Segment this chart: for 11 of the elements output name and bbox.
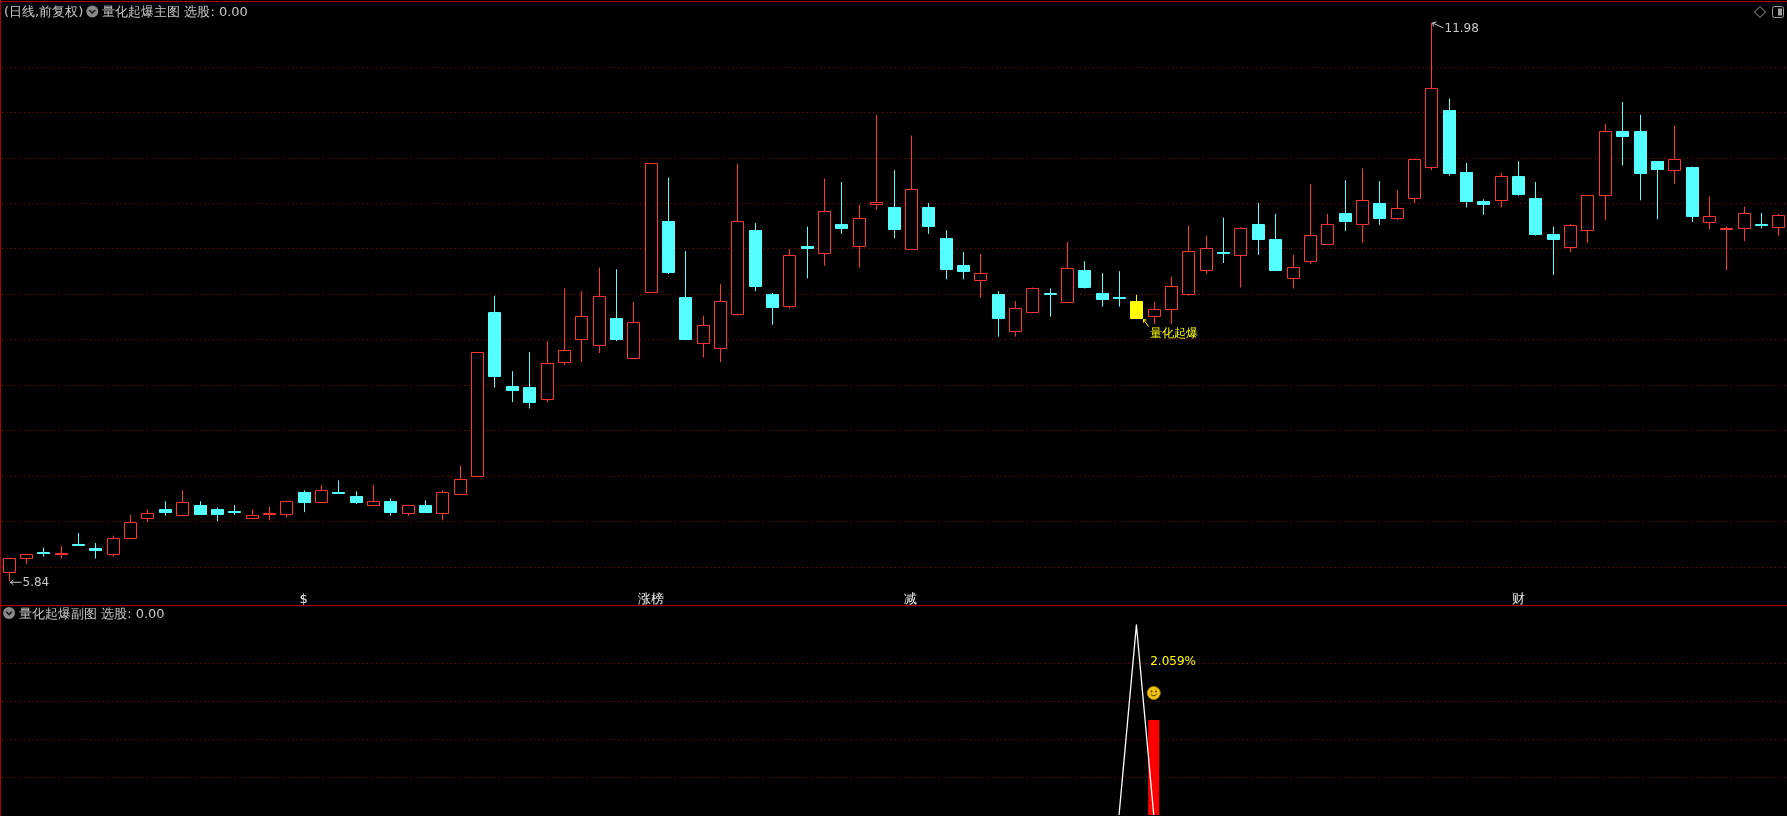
value-label: 11.98 — [1444, 20, 1479, 35]
x-tick-label: 财 — [1511, 590, 1525, 606]
x-tick-label: 涨榜 — [637, 590, 664, 606]
value-label: 量化起爆 — [1149, 325, 1198, 340]
annotation: 2.059% — [1150, 654, 1196, 668]
value-label: 5.84 — [22, 575, 50, 590]
x-tick-label: $ — [299, 590, 308, 606]
title: (日线,前复权) — [4, 4, 84, 19]
title: 量化起爆副图 选股: 0.00 — [19, 605, 165, 621]
x-tick-label: 减 — [904, 590, 918, 606]
subtitle: 量化起爆主图 选股: 0.00 — [102, 4, 248, 19]
